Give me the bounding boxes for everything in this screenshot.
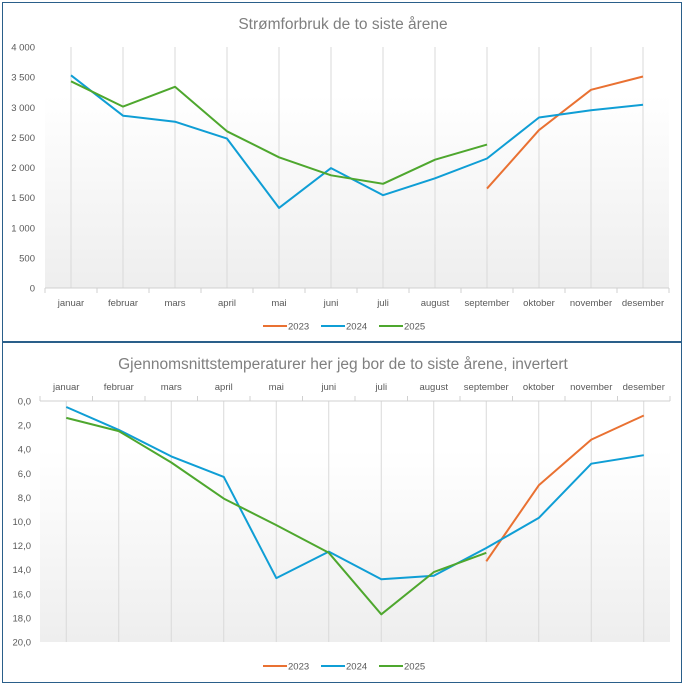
legend-label-2023: 2023 [288, 662, 309, 673]
y-tick-label: 16,0 [13, 589, 32, 600]
y-tick-label: 3 500 [11, 73, 35, 84]
series-line-2024 [65, 406, 644, 581]
x-tick-label: desember [622, 298, 664, 309]
y-tick-label: 2 500 [11, 133, 35, 144]
plot-area-background [40, 401, 670, 642]
x-tick-label: oktober [523, 382, 555, 393]
y-tick-label: 12,0 [13, 541, 32, 552]
y-tick-label: 14,0 [13, 565, 32, 576]
x-tick-label: september [465, 298, 510, 309]
temperature-plot: Gjennomsnittstemperaturer her jeg bor de… [13, 356, 671, 673]
y-tick-label: 18,0 [13, 613, 32, 624]
y-tick-label: 4 000 [11, 43, 35, 54]
y-tick-label: 0 [30, 284, 35, 295]
x-tick-label: desember [623, 382, 665, 393]
x-tick-label: august [419, 382, 448, 393]
legend-label-2025: 2025 [404, 662, 425, 673]
x-tick-label: februar [104, 382, 134, 393]
y-tick-label: 1 500 [11, 193, 35, 204]
legend-label-2025: 2025 [404, 322, 425, 333]
y-tick-label: 10,0 [13, 517, 32, 528]
x-tick-label: januar [52, 382, 79, 393]
plot-area-background [45, 47, 669, 288]
legend-label-2024: 2024 [346, 322, 367, 333]
y-tick-label: 500 [19, 253, 35, 264]
y-tick-label: 4,0 [18, 445, 31, 456]
y-tick-label: 3 000 [11, 103, 35, 114]
legend-label-2024: 2024 [346, 662, 367, 673]
chart-title: Strømforbruk de to siste årene [238, 16, 447, 33]
y-tick-label: 20,0 [13, 638, 32, 649]
x-tick-label: mai [271, 298, 286, 309]
x-tick-label: januar [57, 298, 84, 309]
x-tick-label: juni [320, 382, 336, 393]
x-tick-label: juni [323, 298, 339, 309]
series-line-2025 [66, 416, 487, 616]
x-tick-label: april [218, 298, 236, 309]
chart-title: Gjennomsnittstemperaturer her jeg bor de… [118, 356, 568, 373]
y-tick-label: 1 000 [11, 223, 35, 234]
y-tick-label: 2 000 [11, 163, 35, 174]
y-tick-label: 8,0 [18, 493, 31, 504]
x-tick-label: august [421, 298, 450, 309]
x-tick-label: mai [269, 382, 284, 393]
x-tick-label: mars [161, 382, 182, 393]
power-usage-chart[interactable]: Strømforbruk de to siste årene januar febr… [2, 2, 682, 342]
x-tick-label: april [215, 382, 233, 393]
x-tick-label: september [464, 382, 509, 393]
y-tick-label: 2,0 [18, 421, 31, 432]
x-tick-label: november [570, 382, 612, 393]
temperature-chart[interactable]: Gjennomsnittstemperaturer her jeg bor de… [2, 342, 682, 683]
x-tick-label: juli [376, 298, 389, 309]
x-tick-label: mars [164, 298, 185, 309]
power-usage-plot: Strømforbruk de to siste årene januar febr… [11, 16, 670, 333]
x-tick-label: februar [108, 298, 138, 309]
y-tick-label: 6,0 [18, 469, 31, 480]
x-tick-label: oktober [523, 298, 555, 309]
series-line-2024 [70, 74, 644, 209]
x-tick-label: juli [374, 382, 387, 393]
legend-label-2023: 2023 [288, 322, 309, 333]
series-line-2023 [485, 414, 645, 562]
x-tick-label: november [570, 298, 612, 309]
series-line-2025 [70, 80, 488, 185]
series-line-2023 [486, 75, 644, 190]
y-tick-label: 0,0 [18, 397, 31, 408]
